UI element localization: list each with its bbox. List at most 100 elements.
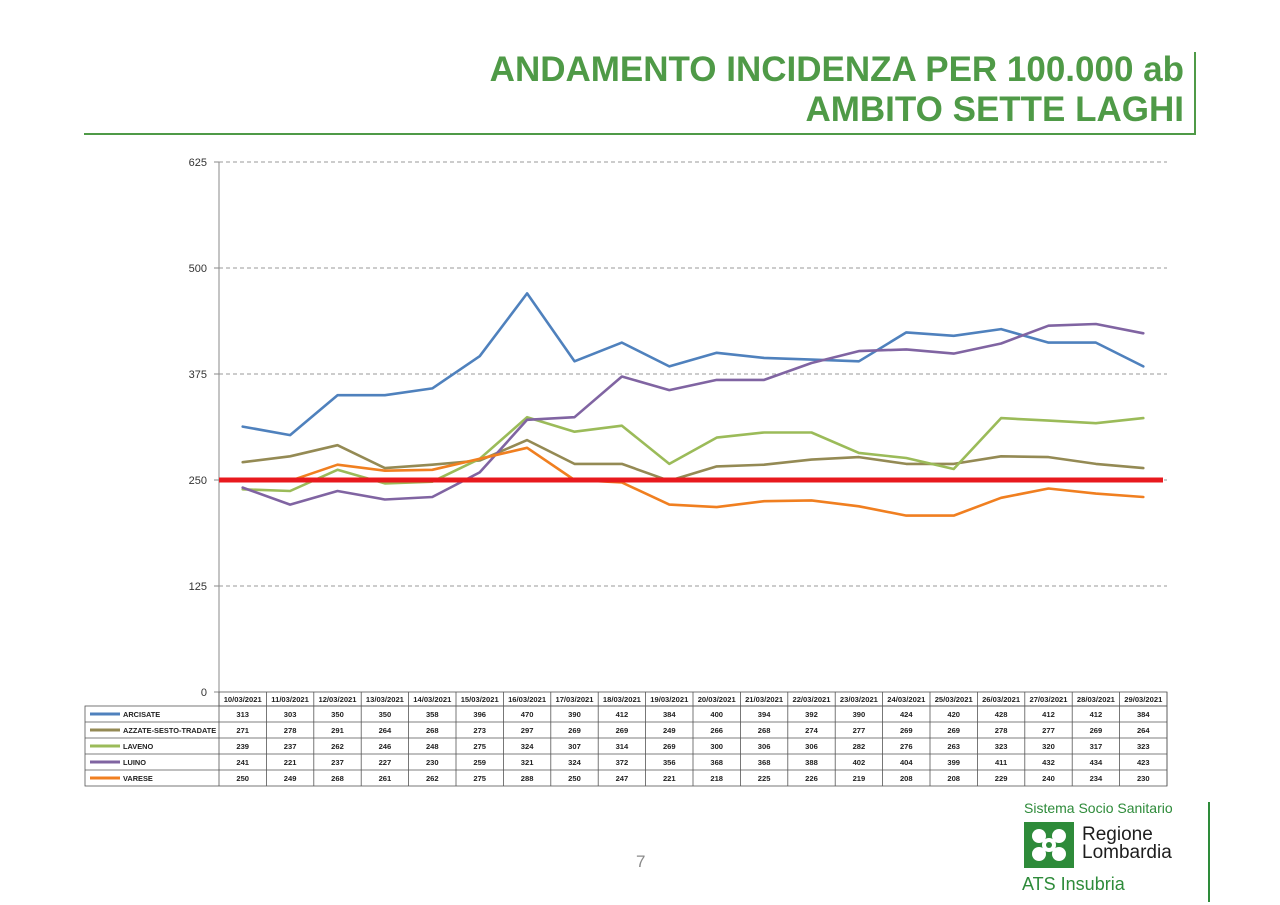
- table-value: 230: [1137, 774, 1150, 783]
- logo-system-text: Sistema Socio Sanitario: [1024, 800, 1173, 816]
- table-value: 368: [710, 758, 723, 767]
- y-tick-label: 625: [189, 157, 207, 169]
- table-header-date: 10/03/2021: [224, 695, 263, 704]
- table-header-date: 28/03/2021: [1077, 695, 1116, 704]
- slide-title: ANDAMENTO INCIDENZA PER 100.000 ab AMBIT…: [490, 50, 1184, 130]
- table-value: 275: [473, 742, 486, 751]
- slide-title-line2: AMBITO SETTE LAGHI: [805, 90, 1184, 129]
- table-header-date: 20/03/2021: [698, 695, 737, 704]
- table-value: 269: [663, 742, 676, 751]
- table-value: 323: [995, 742, 1008, 751]
- table-value: 297: [521, 726, 534, 735]
- table-value: 411: [995, 758, 1008, 767]
- table-value: 240: [1042, 774, 1055, 783]
- table-value: 274: [805, 726, 818, 735]
- table-value: 266: [710, 726, 723, 735]
- table-value: 229: [995, 774, 1008, 783]
- logo-region-line2: Lombardia: [1082, 842, 1172, 863]
- table-value: 317: [1090, 742, 1103, 751]
- legend-series-name: AZZATE-SESTO-TRADATE: [123, 726, 216, 735]
- table-value: 237: [284, 742, 297, 751]
- table-value: 324: [568, 758, 581, 767]
- table-value: 400: [710, 710, 723, 719]
- table-value: 412: [1042, 710, 1055, 719]
- table-header-date: 11/03/2021: [271, 695, 309, 704]
- title-underline: [84, 133, 1196, 135]
- table-header-date: 26/03/2021: [982, 695, 1021, 704]
- table-value: 262: [331, 742, 344, 751]
- table-header-date: 27/03/2021: [1029, 695, 1068, 704]
- table-value: 321: [521, 758, 534, 767]
- table-value: 261: [379, 774, 392, 783]
- table-value: 226: [805, 774, 818, 783]
- table-value: 358: [426, 710, 439, 719]
- table-header-date: 12/03/2021: [318, 695, 357, 704]
- series-line: [241, 292, 1145, 437]
- table-header-date: 17/03/2021: [555, 695, 594, 704]
- table-value: 263: [947, 742, 960, 751]
- table-value: 396: [473, 710, 486, 719]
- table-value: 356: [663, 758, 676, 767]
- series-line: [241, 322, 1145, 506]
- table-value: 402: [853, 758, 866, 767]
- regione-lombardia-logo: Sistema Socio Sanitario Regione Lombardi…: [1022, 800, 1212, 902]
- table-value: 259: [473, 758, 486, 767]
- table-value: 424: [900, 710, 913, 719]
- title-side-rule: [1194, 52, 1196, 135]
- table-value: 390: [568, 710, 581, 719]
- table-value: 237: [331, 758, 344, 767]
- table-value: 277: [1042, 726, 1055, 735]
- table-value: 269: [1090, 726, 1103, 735]
- table-value: 248: [426, 742, 439, 751]
- table-header-date: 29/03/2021: [1124, 695, 1163, 704]
- slide-title-line1: ANDAMENTO INCIDENZA PER 100.000 ab: [489, 50, 1184, 89]
- table-value: 368: [758, 758, 771, 767]
- table-value: 227: [379, 758, 392, 767]
- table-value: 264: [379, 726, 392, 735]
- table-value: 276: [900, 742, 913, 751]
- table-value: 249: [284, 774, 297, 783]
- table-header-date: 14/03/2021: [413, 695, 452, 704]
- table-value: 313: [236, 710, 249, 719]
- table-value: 291: [331, 726, 344, 735]
- table-value: 306: [758, 742, 771, 751]
- table-header-date: 18/03/2021: [603, 695, 642, 704]
- table-value: 388: [805, 758, 818, 767]
- table-value: 303: [284, 710, 297, 719]
- table-value: 271: [236, 726, 249, 735]
- table-value: 268: [426, 726, 439, 735]
- table-value: 219: [853, 774, 866, 783]
- table-value: 208: [900, 774, 913, 783]
- table-value: 324: [521, 742, 534, 751]
- table-value: 247: [616, 774, 629, 783]
- table-header-date: 13/03/2021: [366, 695, 405, 704]
- table-value: 390: [853, 710, 866, 719]
- table-value: 384: [663, 710, 676, 719]
- page-number: 7: [636, 852, 646, 871]
- table-header-date: 23/03/2021: [840, 695, 879, 704]
- table-value: 208: [947, 774, 960, 783]
- table-value: 350: [331, 710, 344, 719]
- table-value: 288: [521, 774, 534, 783]
- table-value: 241: [236, 758, 249, 767]
- table-value: 250: [236, 774, 249, 783]
- table-value: 282: [853, 742, 866, 751]
- table-value: 300: [710, 742, 723, 751]
- y-tick-label: 125: [189, 581, 207, 593]
- series-line: [241, 438, 1145, 483]
- table-value: 230: [426, 758, 439, 767]
- table-header-date: 22/03/2021: [792, 695, 831, 704]
- logo-side-rule: [1208, 802, 1210, 902]
- table-value: 221: [663, 774, 676, 783]
- table-value: 412: [616, 710, 629, 719]
- table-value: 384: [1137, 710, 1150, 719]
- table-header-date: 19/03/2021: [650, 695, 689, 704]
- table-value: 268: [758, 726, 771, 735]
- table-value: 470: [521, 710, 534, 719]
- table-value: 404: [900, 758, 913, 767]
- table-value: 278: [284, 726, 297, 735]
- table-value: 269: [947, 726, 960, 735]
- table-value: 394: [758, 710, 771, 719]
- table-value: 350: [379, 710, 392, 719]
- regione-lombardia-emblem-icon: [1024, 822, 1074, 868]
